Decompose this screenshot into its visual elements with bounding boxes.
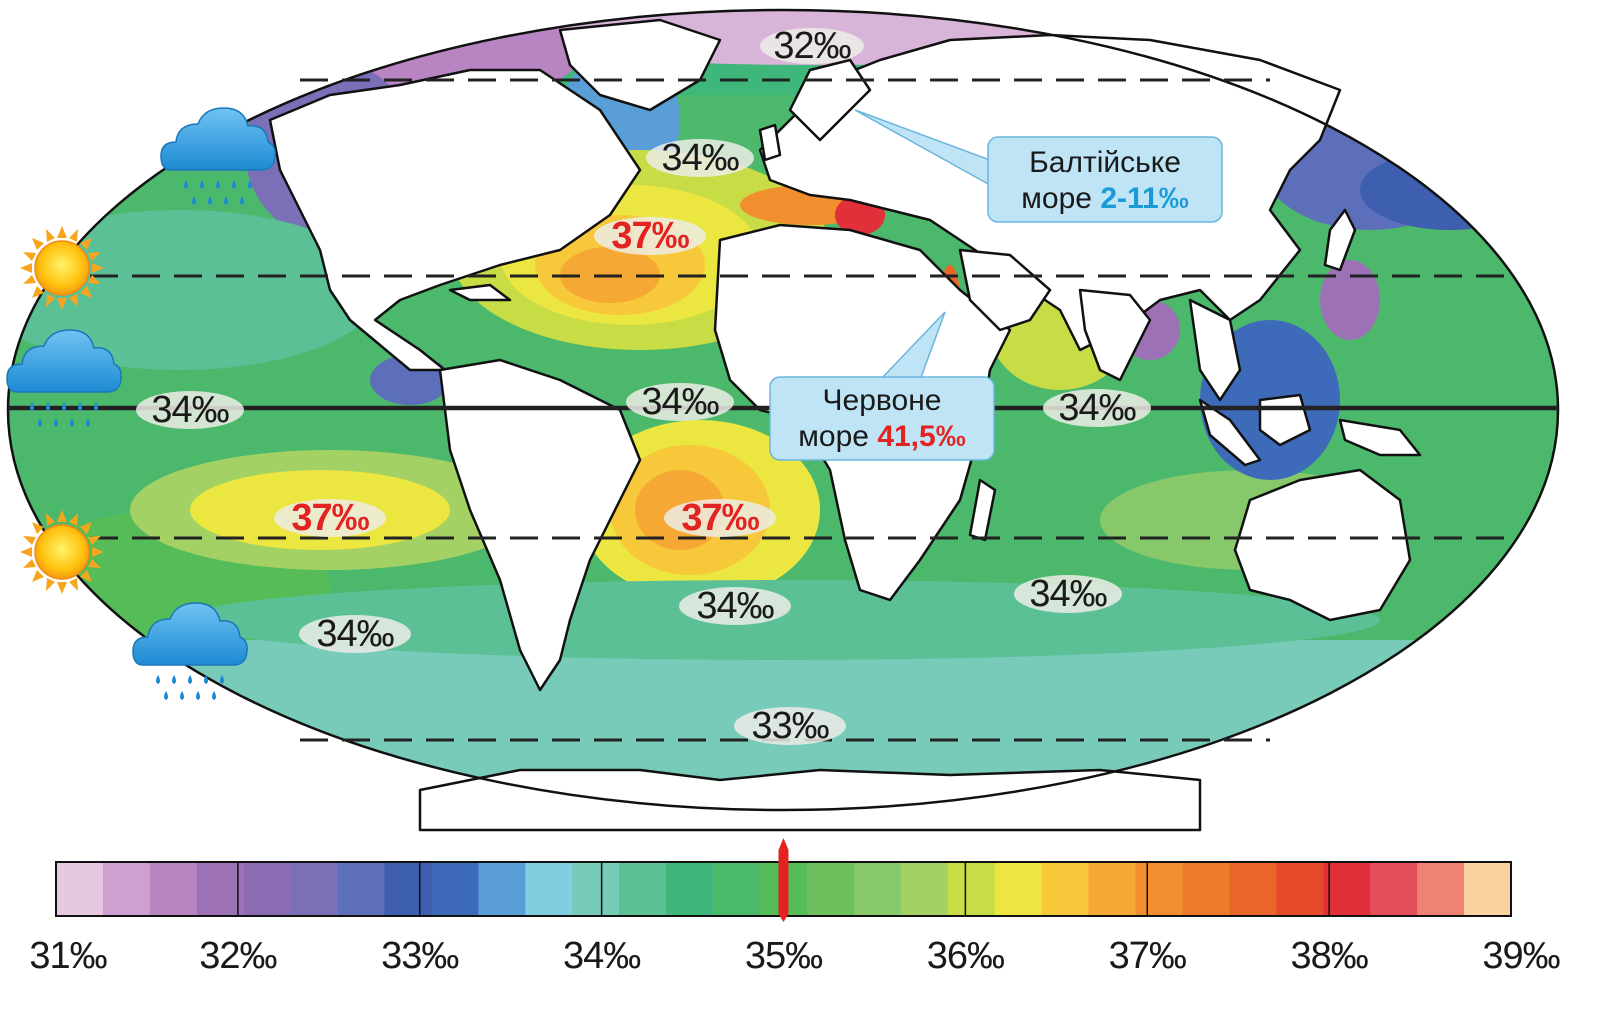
legend-swatch — [853, 862, 902, 916]
salinity-label: 37‰ — [681, 497, 759, 539]
australia — [1233, 468, 1412, 622]
legend-swatch — [431, 862, 480, 916]
new-guinea — [1338, 418, 1422, 457]
legend-swatch — [243, 862, 292, 916]
legend-tick-label: 32‰ — [199, 935, 276, 977]
legend-swatch — [713, 862, 761, 916]
salinity-labels: 32‰ 34‰ 37‰ 34‰ 34‰ 34‰ 37‰ 37‰ 34‰ 34‰ 34‰ 33‰ — [136, 25, 1151, 747]
continents — [268, 18, 1422, 832]
legend-swatch — [290, 862, 339, 916]
legend-swatch — [947, 862, 996, 916]
legend-swatch — [572, 862, 620, 916]
salinity-label-bg — [679, 587, 791, 625]
salinity-label-bg — [274, 499, 386, 537]
legend-swatch — [102, 862, 151, 916]
legend-swatch — [149, 862, 198, 916]
salinity-label-bg — [594, 217, 706, 255]
callout-baltic-value: 2-11‰ — [1100, 182, 1188, 215]
salinity-label-bg — [664, 499, 776, 537]
legend-swatch — [1041, 862, 1090, 916]
salinity-label: 32‰ — [773, 25, 850, 67]
legend-marker — [778, 838, 789, 922]
legend-swatch — [994, 862, 1043, 916]
legend-tick-label: 33‰ — [381, 935, 458, 977]
legend-swatch — [666, 862, 714, 916]
india — [1078, 288, 1152, 382]
legend-tick-label: 39‰ — [1482, 935, 1559, 977]
indochina — [1188, 298, 1242, 402]
callout-baltic: Балтійське море 2-11‰ — [854, 109, 1223, 223]
legend-tick-label: 37‰ — [1109, 935, 1186, 977]
cuba — [448, 283, 512, 302]
salinity-label: 34‰ — [696, 585, 773, 627]
callout-red-sea-prefix: море — [798, 420, 877, 453]
salinity-label-bg — [1014, 575, 1122, 613]
callout-baltic-line1: Балтійське — [1029, 146, 1181, 179]
legend-tick-label: 35‰ — [745, 935, 822, 977]
salinity-label: 34‰ — [1058, 387, 1135, 429]
legend-tick-labels: 31‰ 32‰ 33‰ 34‰ 35‰ 36‰ 37‰ 38‰ 39‰ — [29, 862, 1561, 977]
callout-red-sea-line2: море 41,5‰ — [798, 420, 965, 453]
salinity-label-bg — [646, 139, 754, 177]
salinity-label: 34‰ — [1029, 573, 1106, 615]
south-america — [438, 358, 642, 692]
salinity-label-bg — [760, 28, 864, 64]
salinity-label: 34‰ — [316, 613, 393, 655]
legend-swatch — [619, 862, 667, 916]
legend-tick-label: 34‰ — [563, 935, 640, 977]
antarctica — [418, 768, 1202, 832]
salinity-label-bg — [1043, 389, 1151, 427]
legend-swatch — [1417, 862, 1465, 916]
legend-swatch — [1182, 862, 1230, 916]
callout-red-sea-line1: Червоне — [823, 384, 942, 417]
legend: 31‰ 32‰ 33‰ 34‰ 35‰ 36‰ 37‰ 38‰ 39‰ — [29, 838, 1561, 977]
legend-swatch — [196, 862, 245, 916]
madagascar — [968, 478, 997, 542]
callout-red-sea-value: 41,5‰ — [877, 420, 965, 453]
sumatra — [1198, 398, 1262, 467]
legend-color-bar — [56, 862, 1512, 916]
legend-swatch — [1464, 862, 1512, 916]
legend-swatch — [1229, 862, 1277, 916]
legend-swatch — [1135, 862, 1184, 916]
salinity-label: 34‰ — [151, 389, 228, 431]
japan — [1323, 208, 1357, 272]
greenland — [558, 18, 722, 112]
britain — [758, 123, 782, 162]
legend-swatch — [337, 862, 386, 916]
legend-tick-label: 31‰ — [29, 935, 106, 977]
legend-tick-label: 38‰ — [1290, 935, 1367, 977]
salinity-label: 37‰ — [611, 215, 689, 257]
legend-swatch — [1370, 862, 1418, 916]
legend-swatch — [900, 862, 949, 916]
salinity-label-bg — [626, 383, 734, 421]
legend-swatch — [56, 862, 104, 916]
legend-tick-label: 36‰ — [927, 935, 1004, 977]
legend-swatch — [478, 862, 526, 916]
legend-swatch — [1088, 862, 1137, 916]
callout-red-sea: Червоне море 41,5‰ — [769, 311, 995, 461]
legend-swatch — [806, 862, 855, 916]
legend-average-marker — [778, 838, 789, 922]
salinity-label-bg — [734, 707, 846, 745]
legend-swatch — [525, 862, 573, 916]
salinity-label: 34‰ — [661, 137, 738, 179]
salinity-label: 37‰ — [291, 497, 369, 539]
salinity-label-bg — [136, 391, 244, 429]
legend-swatch — [1323, 862, 1371, 916]
legend-swatch — [384, 862, 433, 916]
salinity-label: 34‰ — [641, 381, 718, 423]
legend-swatch — [1276, 862, 1324, 916]
arabia — [958, 248, 1052, 332]
callout-baltic-prefix: море — [1021, 182, 1100, 215]
callout-baltic-line2: море 2-11‰ — [1021, 182, 1188, 215]
salinity-label: 33‰ — [751, 705, 828, 747]
salinity-label-bg — [299, 615, 411, 653]
